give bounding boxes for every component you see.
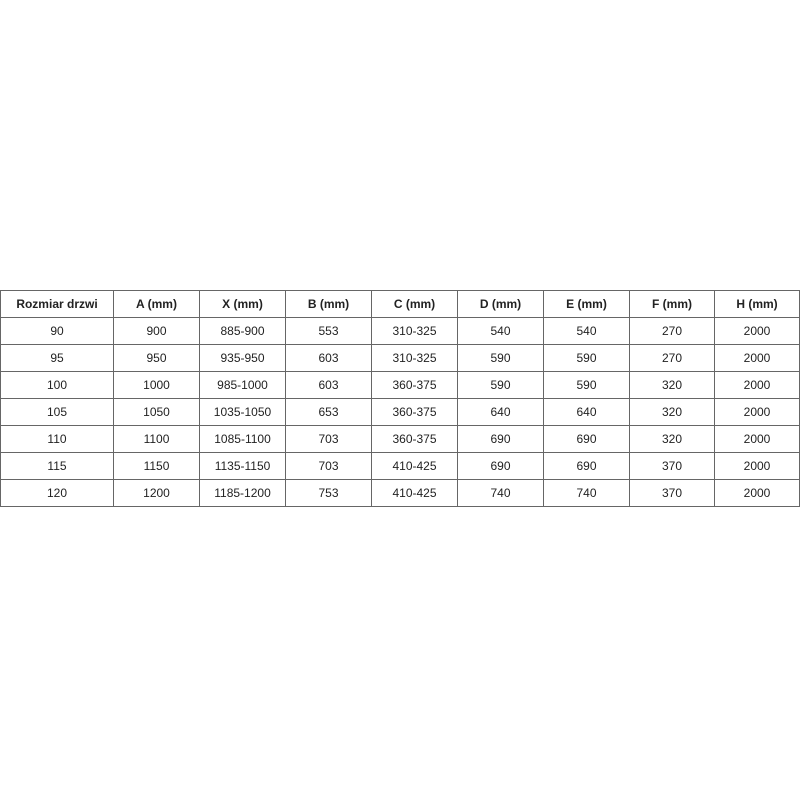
table-cell: 2000 — [714, 479, 800, 507]
table-cell: 310-325 — [371, 344, 458, 372]
column-header: F (mm) — [629, 290, 715, 318]
table-cell: 590 — [457, 371, 544, 399]
table-cell: 410-425 — [371, 452, 458, 480]
table-cell: 1100 — [113, 425, 200, 453]
table-cell: 360-375 — [371, 425, 458, 453]
table-cell: 310-325 — [371, 317, 458, 345]
table-cell: 320 — [629, 371, 715, 399]
table-cell: 1050 — [113, 398, 200, 426]
table-cell: 690 — [543, 452, 630, 480]
column-header: C (mm) — [371, 290, 458, 318]
table-cell: 603 — [285, 344, 372, 372]
table-cell: 640 — [543, 398, 630, 426]
table-cell: 1200 — [113, 479, 200, 507]
column-header: D (mm) — [457, 290, 544, 318]
column-header: B (mm) — [285, 290, 372, 318]
table-cell: 1035-1050 — [199, 398, 286, 426]
table-row: 95 950 935-950 603 310-325 590 590 270 2000 — [0, 344, 800, 372]
table-row: 90 900 885-900 553 310-325 540 540 270 2000 — [0, 317, 800, 345]
table-cell: 360-375 — [371, 371, 458, 399]
column-header: X (mm) — [199, 290, 286, 318]
table-cell: 2000 — [714, 344, 800, 372]
table-cell: 270 — [629, 344, 715, 372]
table-cell: 590 — [543, 344, 630, 372]
table-cell: 740 — [543, 479, 630, 507]
table-row: 120 1200 1185-1200 753 410-425 740 740 370 2000 — [0, 479, 800, 507]
header-row: Rozmiar drzwi A (mm) X (mm) B (mm) C (mm) D (… — [0, 290, 800, 318]
table-cell: 90 — [0, 317, 114, 345]
table-cell: 1150 — [113, 452, 200, 480]
table-cell: 100 — [0, 371, 114, 399]
table-cell: 590 — [457, 344, 544, 372]
table-cell: 753 — [285, 479, 372, 507]
table-cell: 95 — [0, 344, 114, 372]
table-cell: 320 — [629, 425, 715, 453]
table-cell: 2000 — [714, 317, 800, 345]
table-cell: 703 — [285, 452, 372, 480]
table-cell: 553 — [285, 317, 372, 345]
table-cell: 2000 — [714, 398, 800, 426]
table-cell: 370 — [629, 479, 715, 507]
column-header: Rozmiar drzwi — [0, 290, 114, 318]
table-cell: 740 — [457, 479, 544, 507]
table-cell: 540 — [543, 317, 630, 345]
table-cell: 900 — [113, 317, 200, 345]
dimensions-table: Rozmiar drzwi A (mm) X (mm) B (mm) C (mm) D (… — [0, 290, 800, 507]
table-cell: 950 — [113, 344, 200, 372]
table-cell: 2000 — [714, 452, 800, 480]
table-cell: 540 — [457, 317, 544, 345]
table-cell: 370 — [629, 452, 715, 480]
table-row: 100 1000 985-1000 603 360-375 590 590 320 2000 — [0, 371, 800, 399]
table-row: 115 1150 1135-1150 703 410-425 690 690 370 2000 — [0, 452, 800, 480]
table-cell: 320 — [629, 398, 715, 426]
table-cell: 410-425 — [371, 479, 458, 507]
table-cell: 110 — [0, 425, 114, 453]
table-cell: 640 — [457, 398, 544, 426]
table-cell: 1085-1100 — [199, 425, 286, 453]
table-cell: 115 — [0, 452, 114, 480]
table-cell: 690 — [543, 425, 630, 453]
table-cell: 885-900 — [199, 317, 286, 345]
table-cell: 120 — [0, 479, 114, 507]
table-cell: 2000 — [714, 371, 800, 399]
table-cell: 270 — [629, 317, 715, 345]
column-header: H (mm) — [714, 290, 800, 318]
table-cell: 1000 — [113, 371, 200, 399]
table-cell: 653 — [285, 398, 372, 426]
column-header: A (mm) — [113, 290, 200, 318]
table-cell: 590 — [543, 371, 630, 399]
table-cell: 1185-1200 — [199, 479, 286, 507]
table-cell: 1135-1150 — [199, 452, 286, 480]
table-row: 110 1100 1085-1100 703 360-375 690 690 320 2000 — [0, 425, 800, 453]
table-cell: 985-1000 — [199, 371, 286, 399]
table-cell: 360-375 — [371, 398, 458, 426]
table-cell: 2000 — [714, 425, 800, 453]
table-cell: 603 — [285, 371, 372, 399]
table-row: 105 1050 1035-1050 653 360-375 640 640 320 2000 — [0, 398, 800, 426]
table-cell: 935-950 — [199, 344, 286, 372]
column-header: E (mm) — [543, 290, 630, 318]
table-cell: 690 — [457, 452, 544, 480]
table-cell: 703 — [285, 425, 372, 453]
table-cell: 690 — [457, 425, 544, 453]
table-cell: 105 — [0, 398, 114, 426]
